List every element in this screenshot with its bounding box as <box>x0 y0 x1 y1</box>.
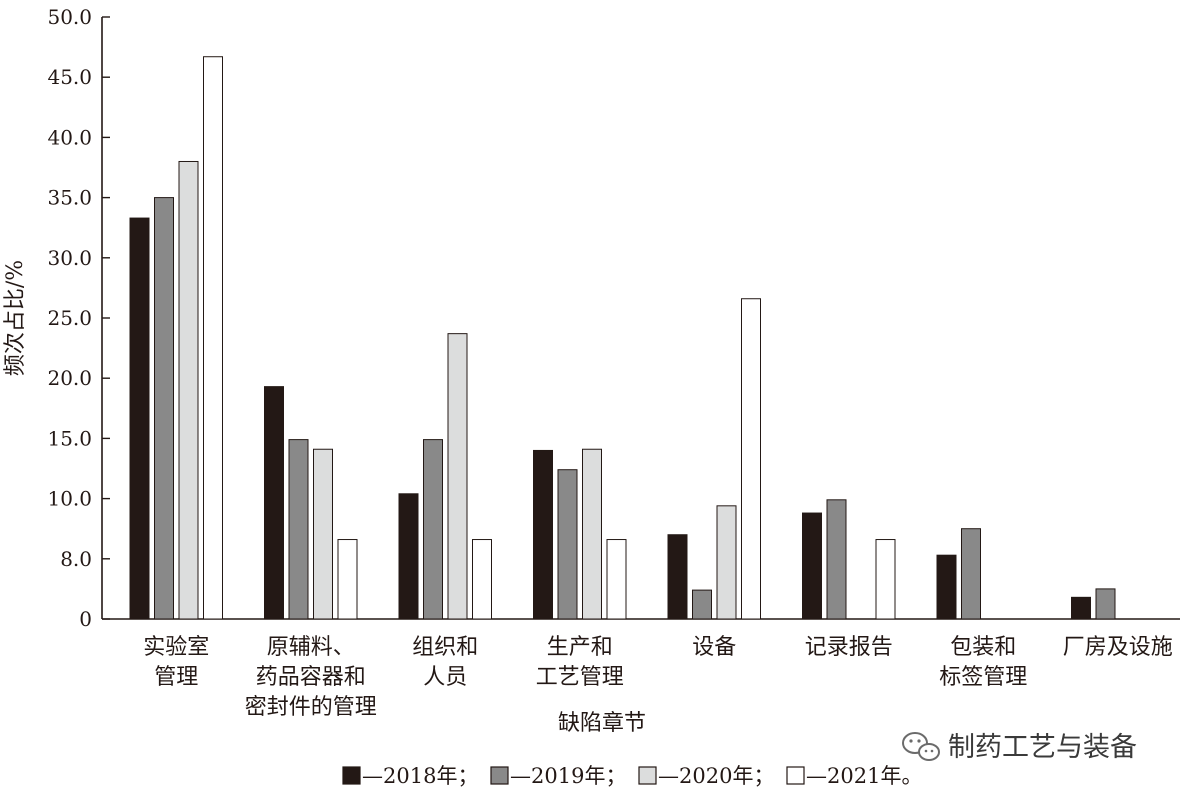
category-label: 生产和 <box>547 635 613 660</box>
bar-2020年-3 <box>582 448 602 620</box>
category-label: 组织和 <box>412 635 478 660</box>
bar-2020年-4 <box>716 505 737 620</box>
legend-swatch-2018年 <box>342 766 361 785</box>
legend-swatch-2019年 <box>490 766 509 785</box>
legend-label-2020年: —2020年； <box>658 764 774 788</box>
bar-2021年-4 <box>741 298 761 620</box>
y-tick-label: 25.0 <box>47 306 92 330</box>
bar-2019年-1 <box>288 439 309 620</box>
bar-2019年-7 <box>1095 588 1116 620</box>
y-tick-label: 20.0 <box>47 366 92 390</box>
wechat-icon <box>902 732 940 761</box>
y-tick-label: 8.0 <box>60 547 92 571</box>
legend-swatch-2021年 <box>786 766 805 785</box>
bar-2018年-1 <box>264 386 284 620</box>
legend-swatch-2020年 <box>638 766 657 785</box>
bar-2019年-4 <box>692 589 712 620</box>
y-axis-title: 频次占比/% <box>3 260 28 376</box>
legend-label-2018年: —2018年； <box>362 764 478 788</box>
category-label: 原辅料、 <box>267 635 355 660</box>
bar-2020年-1 <box>313 448 333 620</box>
x-axis-title: 缺陷章节 <box>558 711 646 736</box>
legend-label-2021年: —2021年。 <box>806 764 922 788</box>
y-ticks: 0 8.0 10.0 15.0 20.0 25.0 30.0 35.0 40.0 45.0 50.0 <box>47 5 110 631</box>
category-label: 管理 <box>154 665 198 690</box>
bar-2019年-6 <box>961 528 981 620</box>
bar-2019年-2 <box>423 439 443 620</box>
chart-axes <box>101 17 1180 620</box>
category-label: 实验室 <box>143 635 209 660</box>
category-label: 记录报告 <box>805 635 893 660</box>
bar-2018年-7 <box>1071 596 1091 620</box>
bar-2019年-0 <box>154 197 174 620</box>
y-tick-label: 45.0 <box>47 65 92 89</box>
bars <box>129 56 1116 620</box>
y-tick-label: 10.0 <box>47 487 92 511</box>
legend-label-2019年: —2019年； <box>510 764 626 788</box>
bar-2018年-3 <box>533 449 553 620</box>
bar-2021年-2 <box>472 539 492 620</box>
category-label: 人员 <box>423 665 467 690</box>
bar-2018年-5 <box>802 512 822 620</box>
bar-2021年-1 <box>337 539 358 620</box>
bar-2018年-0 <box>129 217 150 620</box>
category-label: 包装和 <box>950 635 1016 660</box>
bar-2021年-0 <box>203 56 223 620</box>
category-label: 标签管理 <box>939 665 1027 690</box>
watermark: 制药工艺与装备 <box>902 732 1137 763</box>
y-tick-label: 0 <box>79 607 92 631</box>
bar-2021年-3 <box>606 539 627 620</box>
legend: —2018年； —2019年； —2020年； —2021年。 <box>342 764 922 788</box>
category-label: 密封件的管理 <box>245 695 377 720</box>
bar-2018年-6 <box>936 554 957 620</box>
category-label: 工艺管理 <box>536 665 624 690</box>
bar-2018年-4 <box>667 534 688 620</box>
bar-2019年-3 <box>557 469 578 620</box>
bar-2020年-2 <box>447 333 468 620</box>
category-label: 厂房及设施 <box>1063 635 1173 660</box>
y-tick-label: 30.0 <box>47 246 92 270</box>
bar-2018年-2 <box>398 493 419 620</box>
category-label: 药品容器和 <box>256 665 366 690</box>
category-label: 设备 <box>692 635 736 660</box>
y-tick-label: 40.0 <box>47 125 92 149</box>
y-tick-label: 35.0 <box>47 186 92 210</box>
bar-2020年-0 <box>178 160 199 620</box>
y-tick-label: 50.0 <box>47 5 92 29</box>
bar-2019年-5 <box>826 499 847 620</box>
bar-2021年-5 <box>875 539 896 620</box>
watermark-text: 制药工艺与装备 <box>948 732 1137 763</box>
y-tick-label: 15.0 <box>47 426 92 450</box>
